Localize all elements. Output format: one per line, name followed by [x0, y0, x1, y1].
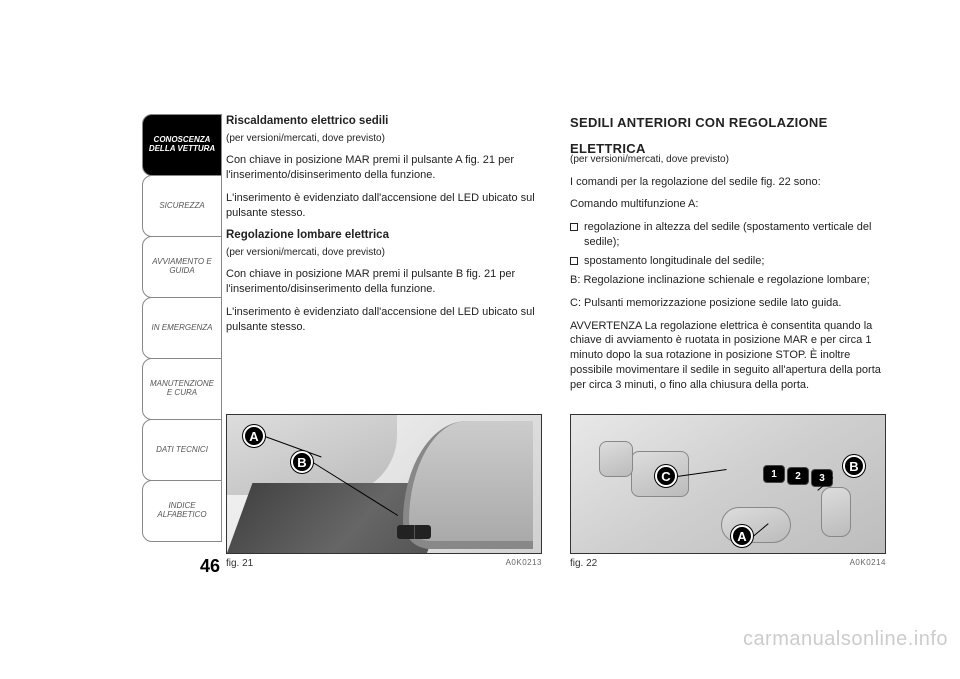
fig21-caption: fig. 21 A0K0213	[226, 558, 542, 569]
tab-avviamento[interactable]: AVVIAMENTO E GUIDA	[142, 236, 222, 298]
page-number: 46	[200, 556, 220, 577]
fig22-caption: fig. 22 A0K0214	[570, 558, 886, 569]
tab-indice[interactable]: INDICE ALFABETICO	[142, 480, 222, 542]
figure-22-wrap: 1 2 3 C B A fig. 22 A0K0214	[570, 414, 886, 569]
figure-21: A B	[226, 414, 542, 554]
right-column: SEDILI ANTERIORI CON REGOLAZIONE ELETTRI…	[570, 114, 886, 401]
tab-emergenza[interactable]: IN EMERGENZA	[142, 297, 222, 359]
fig21-code: A0K0213	[506, 558, 542, 569]
para-warn: AVVERTENZA La regolazione elettrica è co…	[570, 319, 886, 393]
para-l1: Con chiave in posizione MAR premi il pul…	[226, 153, 542, 183]
para-r3: B: Regolazione inclinazione schienale e …	[570, 273, 886, 288]
sub-lombare: (per versioni/mercati, dove previsto)	[226, 246, 542, 260]
para-l3: Con chiave in posizione MAR premi il pul…	[226, 267, 542, 297]
sidebar: CONOSCENZA DELLA VETTURA SICUREZZA AVVIA…	[142, 114, 222, 541]
bullet-2: spostamento longitudinale del sedile;	[570, 254, 886, 269]
figure-21-wrap: A B fig. 21 A0K0213	[226, 414, 542, 569]
content: Riscaldamento elettrico sedili (per vers…	[226, 114, 886, 401]
fig21-button-b	[415, 525, 432, 539]
fig22-mem-2: 2	[787, 467, 809, 485]
sub-sedili: (per versioni/mercati, dove previsto)	[570, 153, 886, 167]
fig21-marker-b: B	[291, 451, 313, 473]
fig21-button-a	[397, 525, 415, 539]
bullet-1: regolazione in altezza del sedile (spost…	[570, 220, 886, 250]
bullet-1-text: regolazione in altezza del sedile (spost…	[584, 220, 886, 250]
para-r4: C: Pulsanti memorizzazione posizione sed…	[570, 296, 886, 311]
tab-manutenzione[interactable]: MANUTENZIONE E CURA	[142, 358, 222, 420]
heading-riscaldamento: Riscaldamento elettrico sedili	[226, 114, 542, 130]
bullet-2-text: spostamento longitudinale del sedile;	[584, 254, 764, 269]
fig22-code: A0K0214	[850, 558, 886, 569]
tab-conoscenza[interactable]: CONOSCENZA DELLA VETTURA	[142, 114, 222, 176]
fig21-caption-label: fig. 21	[226, 558, 253, 569]
figures-row: A B fig. 21 A0K0213	[226, 414, 886, 569]
fig22-mem-1: 1	[763, 465, 785, 483]
fig22-marker-a: A	[731, 525, 753, 547]
fig22-control-pod-left	[599, 441, 633, 477]
fig21-marker-a: A	[243, 425, 265, 447]
tab-sicurezza[interactable]: SICUREZZA	[142, 175, 222, 237]
para-l2: L'inserimento è evidenziato dall'accensi…	[226, 191, 542, 221]
page: CONOSCENZA DELLA VETTURA SICUREZZA AVVIA…	[0, 0, 960, 679]
figure-22: 1 2 3 C B A	[570, 414, 886, 554]
fig22-control-b	[821, 487, 851, 537]
para-r2: Comando multifunzione A:	[570, 197, 886, 212]
bullet-square-icon	[570, 257, 578, 265]
heading-sedili-a: SEDILI ANTERIORI CON REGOLAZIONE	[570, 114, 886, 132]
fig22-marker-c: C	[655, 465, 677, 487]
sub-riscaldamento: (per versioni/mercati, dove previsto)	[226, 132, 542, 146]
para-r1: I comandi per la regolazione del sedile …	[570, 175, 886, 190]
para-l4: L'inserimento è evidenziato dall'accensi…	[226, 305, 542, 335]
tab-dati-tecnici[interactable]: DATI TECNICI	[142, 419, 222, 481]
fig22-caption-label: fig. 22	[570, 558, 597, 569]
watermark: carmanualsonline.info	[743, 628, 948, 651]
heading-lombare: Regolazione lombare elettrica	[226, 228, 542, 244]
fig22-marker-b: B	[843, 455, 865, 477]
left-column: Riscaldamento elettrico sedili (per vers…	[226, 114, 542, 401]
bullet-square-icon	[570, 223, 578, 231]
